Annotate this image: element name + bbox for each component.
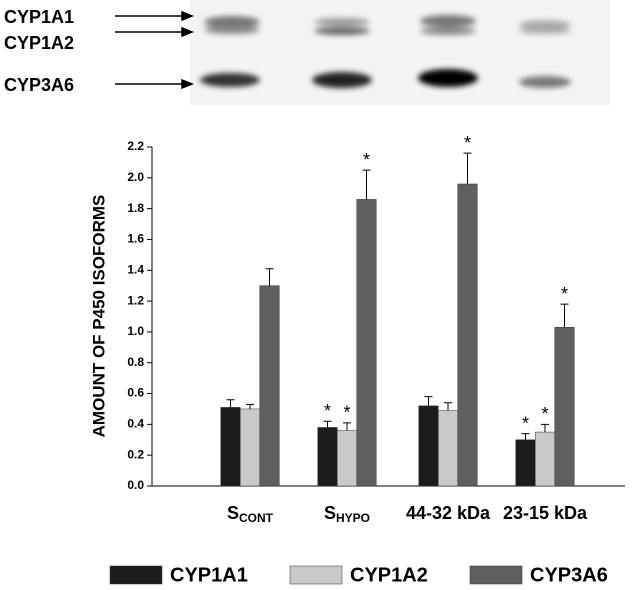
y-tick-label: 0.8 [127, 355, 144, 369]
significance-marker: * [464, 133, 471, 153]
blot-background [190, 0, 610, 105]
error-bar [323, 420, 332, 428]
y-tick-label: 0.6 [127, 386, 144, 400]
significance-marker: * [343, 403, 350, 423]
x-tick-label-subscript: CONT [239, 511, 274, 525]
bar [535, 431, 555, 487]
bar [240, 408, 260, 487]
x-tick-label-main: S [324, 503, 336, 523]
x-tick-label: 44-32 kDa [406, 503, 491, 523]
error-bar [463, 152, 472, 184]
bar [259, 285, 280, 487]
significance-marker: * [522, 413, 529, 433]
x-tick-label-main: S [227, 503, 239, 523]
y-tick-label: 2.2 [127, 139, 144, 153]
bar [515, 439, 536, 487]
legend-swatch [109, 565, 163, 585]
y-tick-label: 0.0 [127, 478, 144, 492]
y-tick-label: 1.6 [127, 232, 144, 246]
bar [337, 430, 357, 487]
y-axis-label: AMOUNT OF P450 ISOFORMS [89, 195, 108, 438]
blot-arrows [115, 10, 195, 90]
error-bar [343, 422, 351, 431]
blot-label: CYP1A2 [4, 33, 74, 53]
blot-bands [200, 15, 571, 88]
y-tick-label: 0.2 [127, 447, 144, 461]
error-bar [226, 399, 235, 408]
x-tick-label: 23-15 kDa [503, 503, 588, 523]
error-bar [521, 433, 530, 440]
significance-marker: * [541, 404, 548, 424]
error-bar [265, 268, 274, 286]
error-bar [362, 169, 371, 200]
x-tick-label: SCONT [227, 503, 274, 525]
error-bar [560, 303, 569, 328]
error-bar [424, 396, 433, 406]
bar [438, 410, 458, 487]
y-tick-label: 2.0 [127, 170, 144, 184]
significance-marker: * [363, 150, 370, 170]
error-bar [246, 403, 254, 409]
blot: CYP1A1 CYP1A2 CYP3A6 [4, 0, 610, 105]
legend-swatch [289, 565, 343, 585]
bar [418, 405, 439, 487]
y-tick-label: 1.0 [127, 324, 144, 338]
x-tick-label-subscript: HYPO [336, 511, 370, 525]
bar [317, 427, 338, 487]
legend-swatch [469, 565, 523, 585]
legend-label: CYP1A1 [170, 564, 248, 586]
legend-label: CYP3A6 [530, 564, 608, 586]
bar [356, 199, 377, 487]
y-tick-label: 1.4 [127, 262, 144, 276]
legend-label: CYP1A2 [350, 564, 428, 586]
bar [457, 183, 478, 487]
y-tick-label: 0.4 [127, 417, 144, 431]
significance-marker: * [324, 401, 331, 421]
blot-label: CYP1A1 [4, 7, 74, 27]
blot-label: CYP3A6 [4, 75, 74, 95]
error-bar [541, 423, 549, 433]
bar [554, 327, 575, 487]
significance-marker: * [561, 284, 568, 304]
y-tick-label: 1.8 [127, 201, 144, 215]
error-bar [444, 402, 452, 411]
y-tick-label: 1.2 [127, 293, 144, 307]
x-tick-label: SHYPO [324, 503, 370, 525]
bar [220, 407, 241, 487]
